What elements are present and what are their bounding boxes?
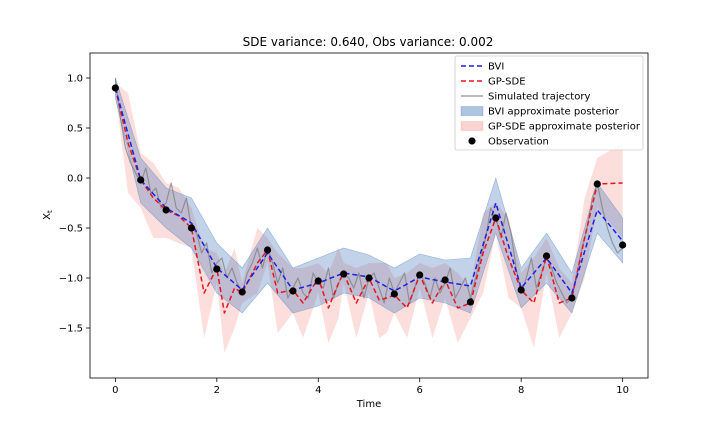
observation-point [213, 265, 221, 273]
x-tick-label: 4 [315, 385, 321, 396]
x-tick-label: 0 [112, 385, 118, 396]
legend-label: BVI [488, 62, 504, 73]
legend-label: BVI approximate posterior [488, 107, 620, 118]
gpsde-posterior-band [115, 83, 623, 353]
legend-label: Simulated trajectory [488, 92, 590, 103]
y-tick-label: 0.5 [67, 124, 83, 135]
observation-point [289, 287, 297, 295]
observation-point [238, 288, 246, 296]
observation-point [593, 180, 601, 188]
x-axis-ticks: 0 2 4 6 8 10 [112, 378, 629, 396]
y-tick-label: 1.0 [67, 74, 83, 85]
observation-point [314, 277, 322, 285]
y-tick-label: −1.5 [59, 324, 83, 335]
legend-label: GP-SDE [488, 77, 526, 88]
chart-title: SDE variance: 0.640, Obs variance: 0.002 [243, 35, 494, 49]
observation-point [466, 298, 475, 306]
y-axis-label: Xt [42, 210, 54, 220]
legend-swatch-dot [468, 137, 476, 145]
legend-box [454, 55, 644, 151]
observation-point [340, 270, 348, 278]
observation-point [263, 246, 272, 254]
observation-point [619, 241, 627, 249]
legend-label: Observation [488, 137, 549, 148]
legend-label: GP-SDE approximate posterior [488, 122, 641, 133]
x-tick-label: 6 [417, 385, 423, 396]
x-axis-label: Time [356, 399, 381, 410]
observation-point [365, 274, 373, 282]
observation-point [162, 206, 170, 214]
observation-point [568, 294, 576, 302]
observation-point [542, 252, 551, 260]
plot-area [111, 77, 627, 353]
observation-point [137, 176, 145, 184]
y-tick-label: 0.0 [67, 174, 83, 185]
x-tick-label: 10 [616, 385, 629, 396]
posterior-bands [115, 77, 623, 353]
axes-frame [89, 52, 649, 379]
observation-point [441, 276, 449, 284]
legend-swatch-patch [460, 106, 484, 116]
observation-points [111, 84, 627, 306]
observation-point [492, 214, 500, 222]
observation-point [517, 286, 525, 294]
y-tick-label: −0.5 [59, 224, 83, 235]
y-tick-label: −1.0 [59, 274, 83, 285]
observation-point [390, 290, 398, 298]
x-tick-label: 8 [518, 385, 524, 396]
legend-swatch-patch [460, 121, 484, 131]
y-axis-ticks: −1.5 −1.0 −0.5 0.0 0.5 1.0 [59, 74, 90, 335]
observation-point [187, 224, 196, 232]
x-tick-label: 2 [214, 385, 220, 396]
observation-point [416, 271, 424, 279]
legend: BVI GP-SDE Simulated trajectory BVI approxi… [454, 55, 644, 151]
bvi-posterior-band [115, 77, 623, 314]
observation-point [111, 84, 119, 92]
